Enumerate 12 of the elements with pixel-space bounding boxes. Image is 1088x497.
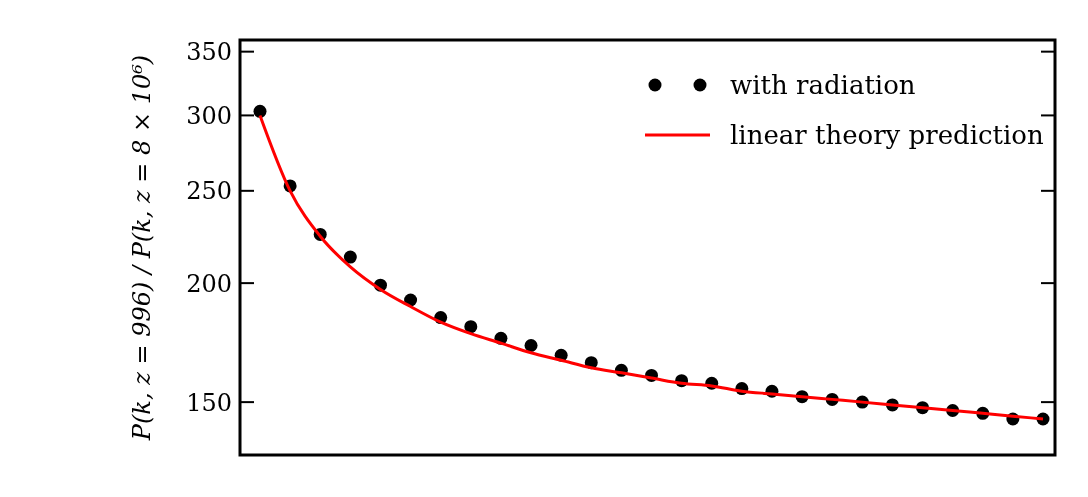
y-axis-title: P(k, z = 996) / P(k, z = 8 × 10⁶) [128, 54, 156, 442]
y-tick-label: 300 [186, 101, 232, 130]
legend-label: linear theory prediction [730, 120, 1044, 151]
point [464, 320, 478, 334]
y-tick-label: 150 [186, 388, 232, 417]
point [253, 104, 267, 118]
point [343, 250, 357, 264]
point [524, 339, 538, 353]
y-tick-label: 250 [186, 177, 232, 206]
y-tick-label: 200 [186, 269, 232, 298]
y-tick-label: 350 [186, 38, 232, 67]
legend-label: with radiation [730, 70, 916, 101]
